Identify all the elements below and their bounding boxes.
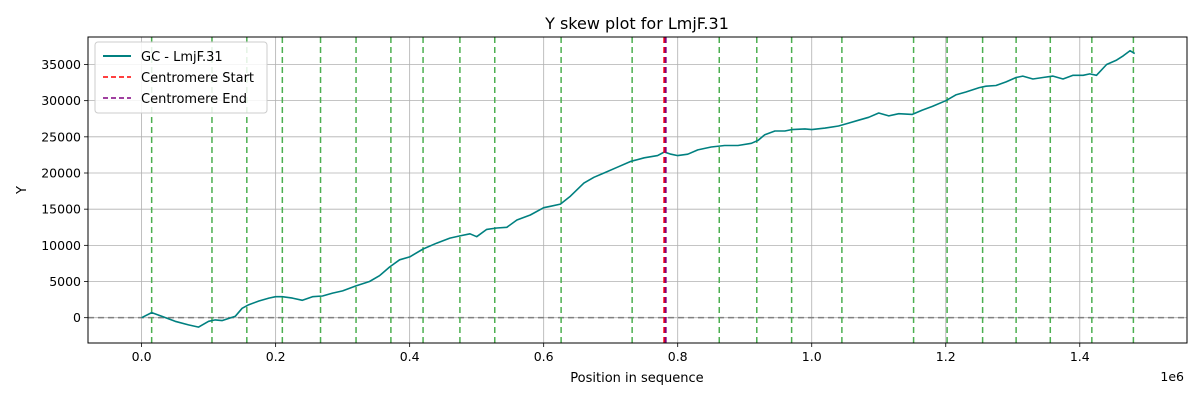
y-axis-label: Y — [15, 186, 30, 195]
legend-label-gc: GC - LmjF.31 — [141, 50, 223, 65]
y-tick-label: 20000 — [41, 166, 81, 181]
grid — [88, 37, 1187, 343]
y-tick-label: 30000 — [41, 93, 81, 108]
x-tick-label: 0.4 — [400, 349, 420, 364]
legend-label-centromere-start: Centromere Start — [141, 71, 254, 86]
x-tick-label: 0.2 — [266, 349, 286, 364]
plot-frame — [87, 36, 1188, 344]
legend: GC - LmjF.31 Centromere Start Centromere… — [94, 41, 268, 114]
y-tick-label: 0 — [73, 310, 81, 325]
y-tick-label: 10000 — [41, 238, 81, 253]
chart-title: Y skew plot for LmjF.31 — [544, 14, 729, 33]
x-tick-label: 1.0 — [802, 349, 822, 364]
series-line-gc — [141, 49, 1136, 328]
y-tick-label: 15000 — [41, 202, 81, 217]
x-axis-label: Position in sequence — [570, 371, 703, 386]
legend-label-centromere-end: Centromere End — [141, 92, 247, 107]
y-tick-label: 25000 — [41, 129, 81, 144]
x-tick-label: 0.6 — [534, 349, 554, 364]
series — [141, 37, 1136, 343]
x-tick-label: 0.0 — [132, 349, 152, 364]
legend-box — [94, 41, 268, 114]
x-tick-label: 1.4 — [1070, 349, 1090, 364]
plot-background — [88, 37, 1187, 343]
y-tick-label: 35000 — [41, 57, 81, 72]
y-axis-ticks: 0 5000 10000 15000 20000 25000 30000 35000 — [41, 57, 88, 325]
x-tick-label: 1.2 — [936, 349, 956, 364]
y-tick-label: 5000 — [49, 274, 81, 289]
x-tick-label: 0.8 — [668, 349, 688, 364]
x-axis-offset-text: 1e6 — [1160, 369, 1184, 384]
x-axis-ticks: 0.0 0.2 0.4 0.6 0.8 1.0 1.2 1.4 — [132, 343, 1090, 364]
